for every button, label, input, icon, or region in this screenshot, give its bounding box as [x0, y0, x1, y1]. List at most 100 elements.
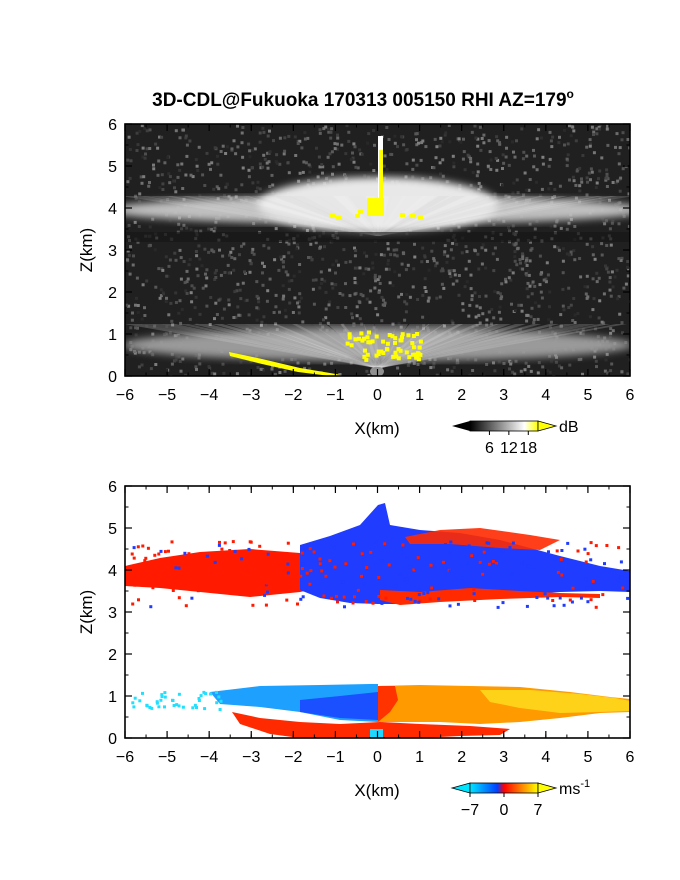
snr-noise-cell: [415, 163, 419, 167]
snr-noise-cell: [616, 201, 620, 205]
velocity-cyan-dot: [171, 698, 174, 702]
snr-noise-cell: [569, 303, 573, 307]
snr-noise-cell: [511, 140, 514, 144]
snr-noise-cell: [302, 227, 306, 231]
snr-noise-cell: [373, 286, 377, 290]
velocity-speckle-cell: [210, 581, 214, 585]
velocity-upper-red-fringe: [405, 528, 560, 550]
snr-noise-cell: [178, 299, 182, 303]
velocity-speckle-cell: [362, 582, 366, 586]
snr-saturated-dot: [417, 345, 422, 350]
snr-noise-cell: [497, 310, 501, 314]
snr-noise-cell: [547, 164, 551, 168]
snr-noise-cell: [268, 277, 272, 281]
velocity-cyan-dot: [132, 705, 136, 709]
snr-noise-cell: [153, 324, 157, 328]
snr-noise-cell: [473, 291, 477, 295]
snr-noise-cell: [568, 363, 572, 367]
snr-saturated-dot: [381, 339, 386, 344]
snr-noise-cell: [597, 276, 601, 280]
snr-saturated-dot: [410, 341, 415, 345]
snr-noise-cell: [496, 291, 500, 295]
snr-noise-cell: [408, 295, 412, 299]
snr-noise-cell: [384, 267, 388, 271]
snr-noise-cell: [413, 242, 416, 246]
velocity-cyan-dot: [217, 695, 221, 699]
snr-noise-cell: [197, 356, 201, 360]
snr-noise-cell: [537, 128, 541, 132]
velocity-speckle-cell: [308, 547, 312, 551]
snr-noise-cell: [555, 220, 559, 224]
snr-noise-cell: [267, 152, 271, 155]
snr-noise-cell: [235, 289, 239, 293]
snr-saturated-dot: [416, 351, 421, 356]
snr-noise-cell: [160, 173, 164, 177]
snr-colorbar-left-arrow: [452, 421, 470, 431]
snr-noise-cell: [601, 217, 605, 221]
velocity-speckle-cell: [398, 543, 402, 547]
snr-noise-cell: [567, 306, 571, 309]
snr-noise-cell: [266, 166, 270, 170]
snr-noise-cell: [338, 292, 342, 295]
snr-noise-cell: [420, 260, 424, 264]
snr-noise-cell: [449, 275, 453, 279]
snr-noise-cell: [379, 253, 383, 257]
snr-noise-cell: [191, 175, 195, 179]
snr-noise-cell: [303, 137, 307, 141]
snr-noise-cell: [143, 306, 146, 310]
snr-noise-cell: [272, 311, 276, 314]
snr-noise-cell: [312, 229, 316, 233]
snr-noise-cell: [141, 146, 145, 150]
snr-noise-cell: [525, 258, 528, 262]
snr-noise-cell: [371, 261, 375, 265]
snr-noise-cell: [173, 251, 177, 255]
snr-noise-cell: [573, 258, 577, 262]
snr-noise-cell: [455, 279, 459, 283]
snr-noise-cell: [167, 172, 171, 176]
snr-noise-cell: [196, 169, 200, 172]
snr-noise-cell: [509, 360, 513, 364]
snr-noise-cell: [283, 369, 287, 373]
velocity-speckle-cell: [414, 566, 418, 570]
velocity-speckle-cell: [583, 547, 587, 551]
snr-noise-cell: [267, 160, 271, 164]
snr-noise-cell: [205, 268, 209, 272]
snr-ray: [256, 196, 380, 236]
snr-ray: [271, 196, 380, 236]
snr-noise-cell: [429, 366, 433, 370]
snr-noise-cell: [212, 187, 216, 191]
snr-noise-cell: [281, 284, 285, 288]
snr-noise-cell: [598, 299, 602, 303]
snr-noise-cell: [511, 191, 515, 195]
snr-noise-cell: [226, 263, 230, 267]
snr-noise-cell: [600, 242, 604, 246]
snr-noise-cell: [161, 182, 165, 186]
snr-noise-cell: [327, 130, 331, 134]
snr-noise-cell: [581, 154, 585, 157]
snr-noise-cell: [349, 158, 353, 162]
snr-noise-cell: [516, 246, 520, 250]
snr-noise-cell: [432, 259, 436, 263]
snr-noise-cell: [426, 326, 430, 330]
snr-ylabel: Z(km): [77, 228, 96, 272]
snr-noise-cell: [166, 368, 170, 372]
snr-noise-cell: [620, 370, 624, 374]
snr-noise-cell: [366, 141, 370, 145]
snr-noise-cell: [216, 162, 220, 166]
snr-noise-cell: [412, 361, 416, 365]
snr-noise-cell: [581, 328, 585, 332]
snr-noise-cell: [448, 140, 452, 144]
velocity-speckle-cell: [566, 541, 570, 545]
snr-noise-cell: [511, 224, 515, 228]
snr-noise-cell: [525, 319, 529, 323]
snr-noise-cell: [399, 325, 403, 329]
velocity-cyan-dot: [131, 701, 135, 705]
snr-noise-cell: [184, 136, 188, 140]
snr-noise-cell: [574, 183, 578, 187]
velocity-speckle-cell: [481, 572, 485, 576]
snr-noise-cell: [467, 155, 471, 159]
snr-noise-cell: [382, 253, 386, 257]
velocity-speckle-cell: [589, 598, 593, 602]
snr-xtick-label: 1: [415, 387, 424, 404]
snr-noise-cell: [610, 362, 614, 366]
